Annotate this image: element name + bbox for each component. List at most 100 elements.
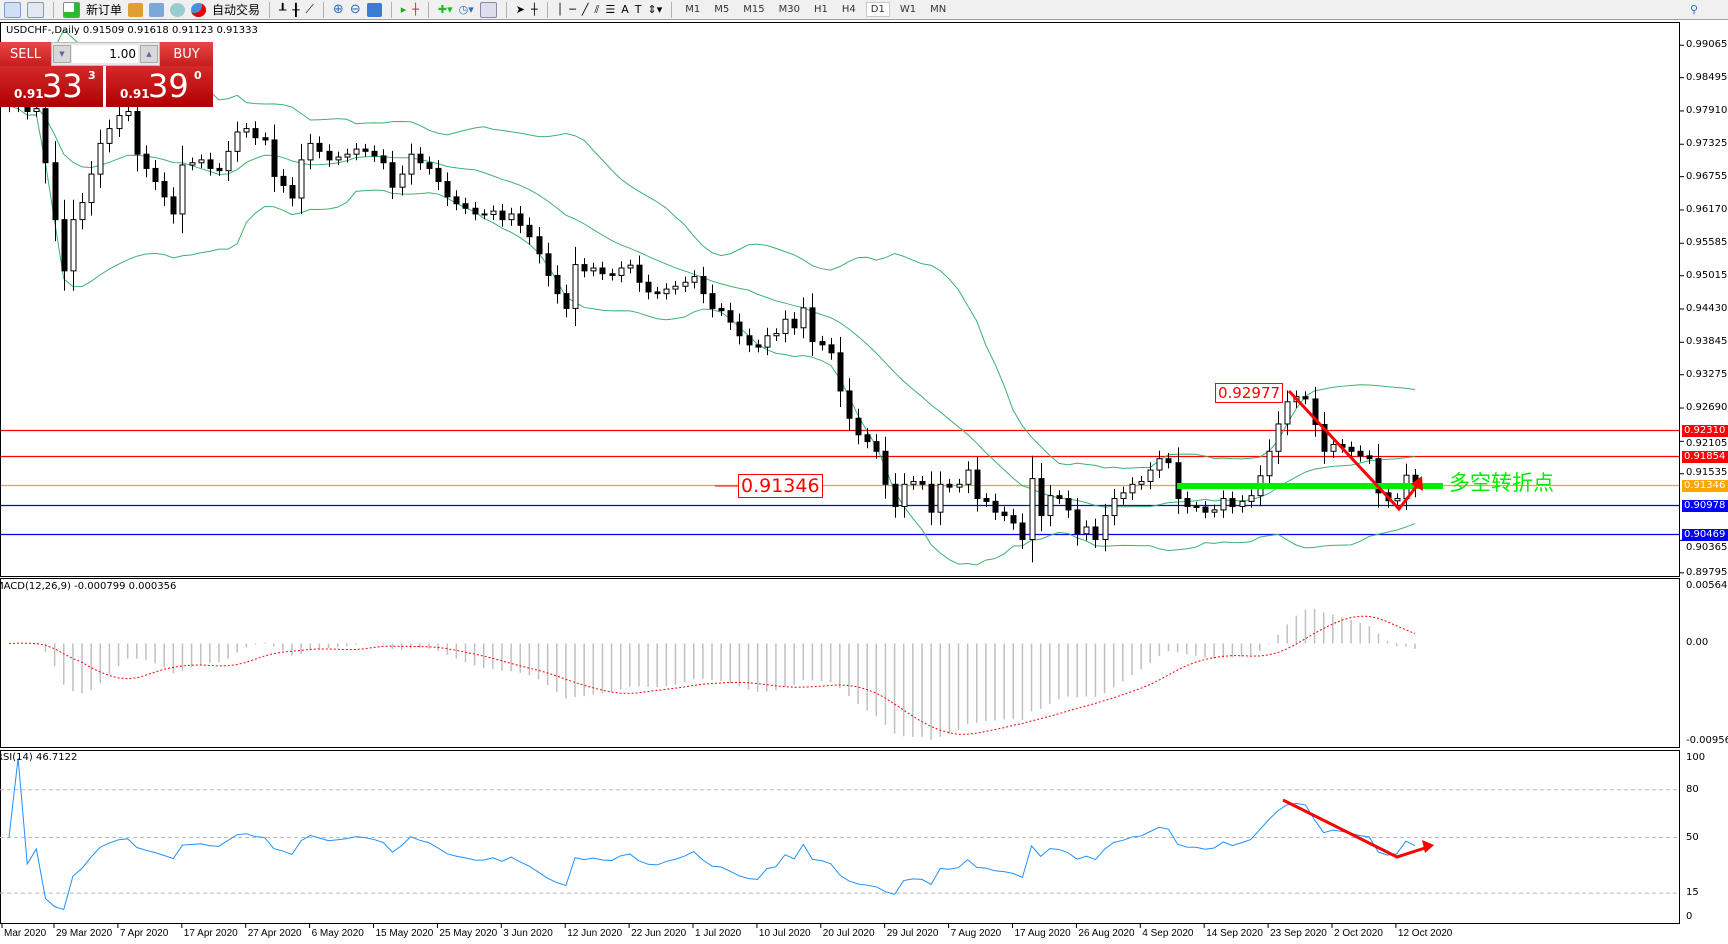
bearish-candle (828, 344, 835, 354)
bearish-candle (280, 175, 287, 186)
auto-trading-button[interactable]: 自动交易 (212, 3, 261, 17)
price-annotation-support[interactable]: 0.91346 (738, 474, 823, 498)
price-axis-label: 0.95015 (1686, 269, 1728, 281)
timeframe-m5[interactable]: M5 (714, 4, 730, 15)
bearish-candle (1074, 509, 1081, 535)
tile-windows-icon[interactable] (366, 2, 382, 17)
timeframe-h1[interactable]: H1 (813, 4, 828, 15)
timeframe-h4[interactable]: H4 (841, 4, 856, 15)
new-order-icon[interactable] (63, 1, 80, 18)
arrows-icon[interactable]: ⇕▾ (647, 3, 663, 16)
price-axis-label: 0.91535 (1686, 466, 1728, 478)
time-axis-label: 10 Jul 2020 (758, 928, 811, 939)
bearish-candle (371, 150, 378, 157)
bullish-candle (179, 164, 186, 215)
indicators-icon[interactable]: ✚▾ (437, 3, 453, 16)
text-icon[interactable]: A (621, 3, 629, 16)
bearish-candle (362, 148, 369, 152)
sell-button[interactable]: SELL (0, 42, 51, 66)
new-order-button[interactable]: 新订单 (86, 3, 123, 17)
buy-button[interactable]: BUY (160, 42, 213, 66)
vertical-line-icon[interactable]: │ (556, 3, 564, 16)
bearish-candle (42, 108, 49, 164)
price-annotation-high[interactable]: 0.92977 (1215, 383, 1284, 403)
lot-increase-button[interactable]: ▲ (140, 45, 158, 63)
bearish-candle (709, 293, 716, 309)
auto-scroll-icon[interactable]: ▸ (400, 3, 407, 16)
crosshair-icon[interactable]: ┼ (530, 3, 538, 16)
bearish-candle (846, 390, 853, 419)
bullish-candle (335, 156, 342, 161)
chart-shift-icon[interactable]: ┼ (412, 3, 419, 16)
timeframe-m1[interactable]: M1 (685, 4, 701, 15)
chart-symbol-info: USDCHF-,Daily 0.91509 0.91618 0.91123 0.… (6, 25, 258, 36)
pivot-point-label[interactable]: 多空转折点 (1449, 471, 1554, 495)
magnifier-window-icon[interactable] (27, 1, 44, 18)
lot-decrease-button[interactable]: ▼ (53, 45, 71, 63)
price-axis-label: 0.95585 (1686, 237, 1728, 249)
bearish-candle (417, 153, 424, 164)
cursor-icon[interactable]: ➤ (515, 3, 525, 16)
bearish-candle (563, 293, 570, 309)
fibonacci-icon[interactable]: ☰ (605, 3, 616, 16)
bearish-candle (517, 213, 524, 226)
signals-icon[interactable] (170, 2, 186, 17)
price-axis-label: 0.96170 (1686, 203, 1728, 215)
bearish-candle (453, 196, 460, 205)
profiles-icon[interactable] (4, 1, 21, 18)
bullish-candle (618, 267, 625, 276)
sell-price[interactable]: 0.91 33 3 (0, 66, 103, 107)
equidistant-channel-icon[interactable]: ⫽ (594, 2, 600, 16)
buy-price[interactable]: 0.91 39 0 (106, 66, 213, 107)
bullish-candle (189, 162, 196, 166)
bullish-candle (627, 264, 634, 269)
bearish-candle (252, 128, 259, 139)
bullish-candle (672, 285, 679, 290)
macd-axis-label: 0.00564 (1686, 580, 1728, 591)
timeframe-d1[interactable]: D1 (865, 2, 890, 17)
time-axis-label: 3 Jun 2020 (503, 928, 553, 939)
meta-editor-icon[interactable] (128, 2, 144, 17)
line-chart-icon[interactable]: ⟋ (305, 2, 314, 16)
timeframe-w1[interactable]: W1 (899, 4, 917, 15)
search-icon[interactable]: ⚲ (1689, 3, 1698, 16)
horizontal-line-icon[interactable]: ─ (569, 3, 576, 16)
buy-price-prefix: 0.91 (120, 87, 150, 101)
templates-icon[interactable] (479, 1, 497, 18)
rsi-axis-label: 100 (1686, 752, 1706, 763)
bearish-candle (1366, 455, 1373, 460)
zoom-in-icon[interactable]: ⊕ (332, 2, 344, 17)
bearish-candle (599, 267, 606, 275)
text-label-icon[interactable]: T (634, 3, 642, 16)
time-axis-label: 15 May 2020 (375, 928, 434, 939)
trendline-icon[interactable]: ╱ (581, 3, 589, 16)
sell-price-prefix: 0.91 (14, 87, 44, 101)
price-axis-label: 0.93275 (1686, 368, 1728, 380)
bullish-candle (198, 159, 205, 164)
price-level-tag: 0.90469 (1682, 528, 1728, 541)
toolbar-divider (546, 1, 548, 18)
lot-input[interactable] (72, 45, 138, 63)
auto-trading-icon[interactable] (191, 2, 207, 17)
zoom-out-icon[interactable]: ⊖ (349, 2, 361, 17)
periods-clock-icon[interactable]: ◷▾ (458, 3, 474, 16)
time-axis-label: Mar 2020 (4, 928, 47, 939)
bullish-candle (243, 128, 250, 133)
bullish-candle (88, 173, 95, 204)
terminal-icon[interactable] (149, 2, 165, 17)
price-axis-label: 0.94430 (1686, 303, 1728, 314)
timeframe-m30[interactable]: M30 (778, 4, 800, 15)
bearish-candle (645, 281, 652, 293)
bullish-candle (1083, 526, 1090, 535)
bearish-candle (52, 162, 59, 221)
timeframe-m15[interactable]: M15 (743, 4, 765, 15)
candlestick-icon[interactable]: ╂ (292, 2, 300, 17)
bullish-candle (344, 153, 351, 158)
timeframe-mn[interactable]: MN (930, 4, 947, 15)
price-axis-label: 0.93845 (1686, 336, 1728, 348)
bar-chart-icon[interactable]: ┸ (279, 2, 287, 17)
bullish-candle (1239, 500, 1246, 507)
bullish-candle (764, 335, 771, 348)
bullish-candle (508, 213, 515, 221)
